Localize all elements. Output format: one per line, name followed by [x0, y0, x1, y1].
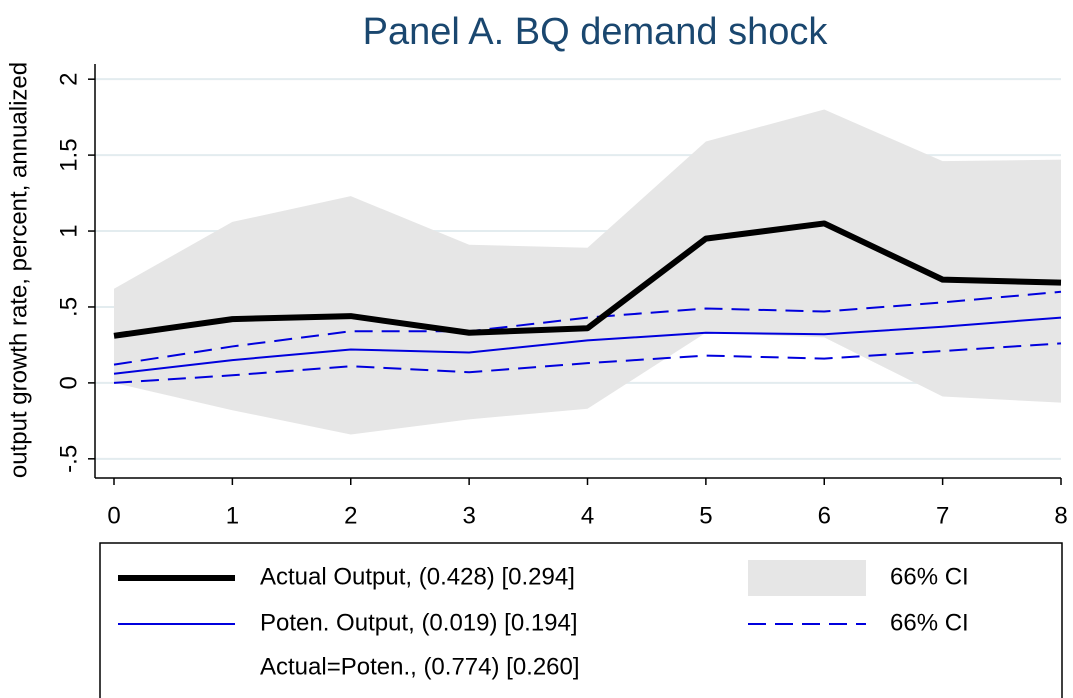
x-tick-label: 1	[226, 502, 239, 529]
x-tick-label: 4	[581, 502, 594, 529]
x-tick-label: 6	[818, 502, 831, 529]
ci-dashed-lower	[113, 342, 1062, 384]
x-tick-label: 8	[1054, 502, 1067, 529]
y-tick-label: -.5	[55, 445, 82, 473]
legend-label: 66% CI	[890, 563, 969, 590]
y-tick-label: 1.5	[55, 138, 82, 171]
chart-title: Panel A. BQ demand shock	[363, 11, 829, 53]
x-tick-label: 7	[936, 502, 949, 529]
ci-dashed-upper	[113, 290, 1062, 366]
y-tick-label: 1	[55, 224, 82, 237]
x-tick-label: 3	[462, 502, 475, 529]
x-tick-label: 5	[699, 502, 712, 529]
y-tick-label: 0	[55, 376, 82, 389]
legend-note: Actual=Poten., (0.774) [0.260]	[260, 653, 580, 680]
legend-box	[99, 542, 1063, 698]
x-tick-label: 0	[107, 502, 120, 529]
y-tick-label: 2	[55, 73, 82, 86]
y-tick-label: .5	[55, 297, 82, 317]
series-line	[113, 316, 1062, 375]
y-axis-label: output growth rate, percent, annualized	[5, 62, 32, 478]
legend-label: Actual Output, (0.428) [0.294]	[260, 563, 575, 590]
legend-swatch	[748, 560, 866, 596]
ci-band	[114, 109, 1061, 435]
legend-label: 66% CI	[890, 609, 969, 636]
series-line	[113, 220, 1062, 339]
legend-label: Poten. Output, (0.019) [0.194]	[260, 609, 578, 636]
x-tick-label: 2	[344, 502, 357, 529]
